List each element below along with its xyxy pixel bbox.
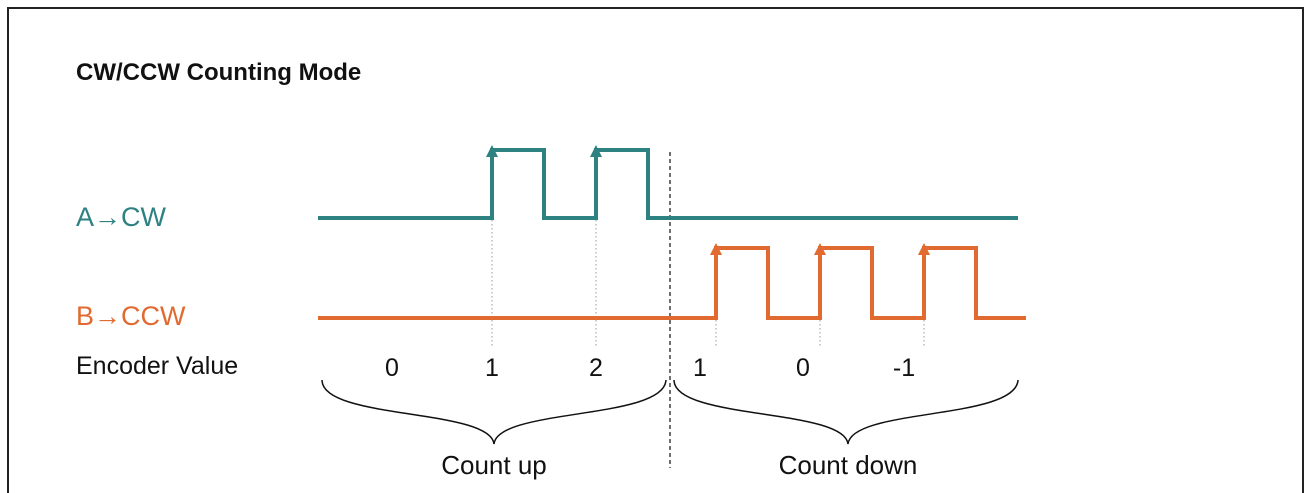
guide-lines: [491, 220, 925, 348]
encoder-value: 0: [385, 354, 399, 382]
encoder-value: 0: [796, 354, 810, 382]
signal-b-label: B→CCW: [76, 301, 186, 331]
signal-b-rising-edge-arrow: [814, 243, 826, 255]
encoder-value: 1: [693, 354, 707, 382]
signal-a-label: A→CW: [76, 202, 167, 232]
signal-a-rising-edge-arrow: [486, 145, 498, 157]
count-up-brace: [321, 379, 667, 445]
encoder-value-label: Encoder Value: [76, 352, 238, 380]
signal-a-waveform: [318, 148, 1018, 220]
signal-b-waveform: [318, 246, 1026, 320]
encoder-value: 2: [589, 354, 603, 382]
signal-b-rising-edge-arrow: [710, 243, 722, 255]
signal-a-rising-edge-arrow: [590, 145, 602, 157]
diagram-title: CW/CCW Counting Mode: [76, 59, 361, 86]
encoder-value: 1: [485, 354, 499, 382]
signal-b-rising-edge-arrow: [918, 243, 930, 255]
count-down-label: Count down: [779, 450, 918, 480]
count-up-label: Count up: [441, 450, 547, 480]
count-down-brace: [673, 379, 1019, 445]
encoder-value: -1: [893, 354, 915, 382]
frame-border: [7, 7, 1304, 493]
